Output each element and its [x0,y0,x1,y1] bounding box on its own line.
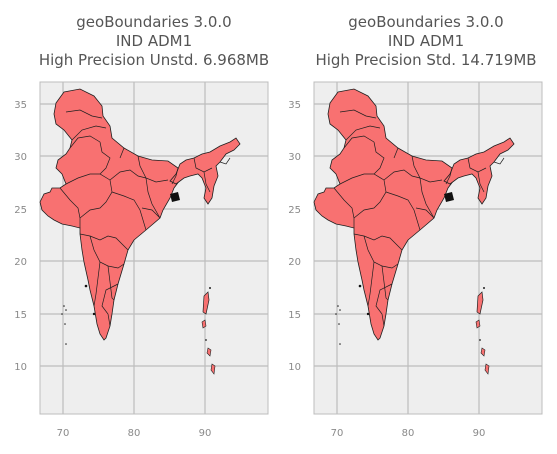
panel-1-title-line-2: IND ADM1 [115,32,193,50]
panel-2-ytick-25: 25 [288,205,301,216]
panel-2-ytick-15: 15 [288,310,301,321]
panel-2-xtick-90: 90 [473,428,486,439]
panel-2-ytick-30: 30 [288,152,301,163]
panel-2-xtick-80: 80 [402,428,415,439]
panel-1-xtick-70: 70 [57,428,70,439]
panel-1-title-line-3: High Precision Unstd. 6.968MB [38,51,270,69]
panel-1-title-line-1: geoBoundaries 3.0.0 [76,13,232,31]
panel-1-ytick-10: 10 [14,362,27,373]
panel-1-ytick-25: 25 [14,205,27,216]
panel-1-ytick-30: 30 [14,152,27,163]
panel-1-ytick-35: 35 [14,100,27,111]
panel-1-xtick-80: 80 [128,428,141,439]
panel-1-title: geoBoundaries 3.0.0 IND ADM1 High Precis… [20,13,288,70]
panel-1-axes: 70 80 90 35 30 25 20 15 10 [14,81,269,439]
panel-2-title-line-2: IND ADM1 [387,32,465,50]
panel-2-ytick-10: 10 [288,362,301,373]
panel-2-title-line-3: High Precision Std. 14.719MB [315,51,537,69]
panel-2-xtick-70: 70 [331,428,344,439]
panel-2-title-line-1: geoBoundaries 3.0.0 [348,13,504,31]
panel-2-ytick-20: 20 [288,257,301,268]
panel-2-ytick-35: 35 [288,100,301,111]
panel-1-ytick-20: 20 [14,257,27,268]
panel-1-ytick-15: 15 [14,310,27,321]
panel-2-axes: 70 80 90 35 30 25 20 15 10 [288,81,543,439]
panel-1-xtick-90: 90 [199,428,212,439]
panel-2-title: geoBoundaries 3.0.0 IND ADM1 High Precis… [292,13,557,70]
panel-2-gridlines [314,82,542,414]
